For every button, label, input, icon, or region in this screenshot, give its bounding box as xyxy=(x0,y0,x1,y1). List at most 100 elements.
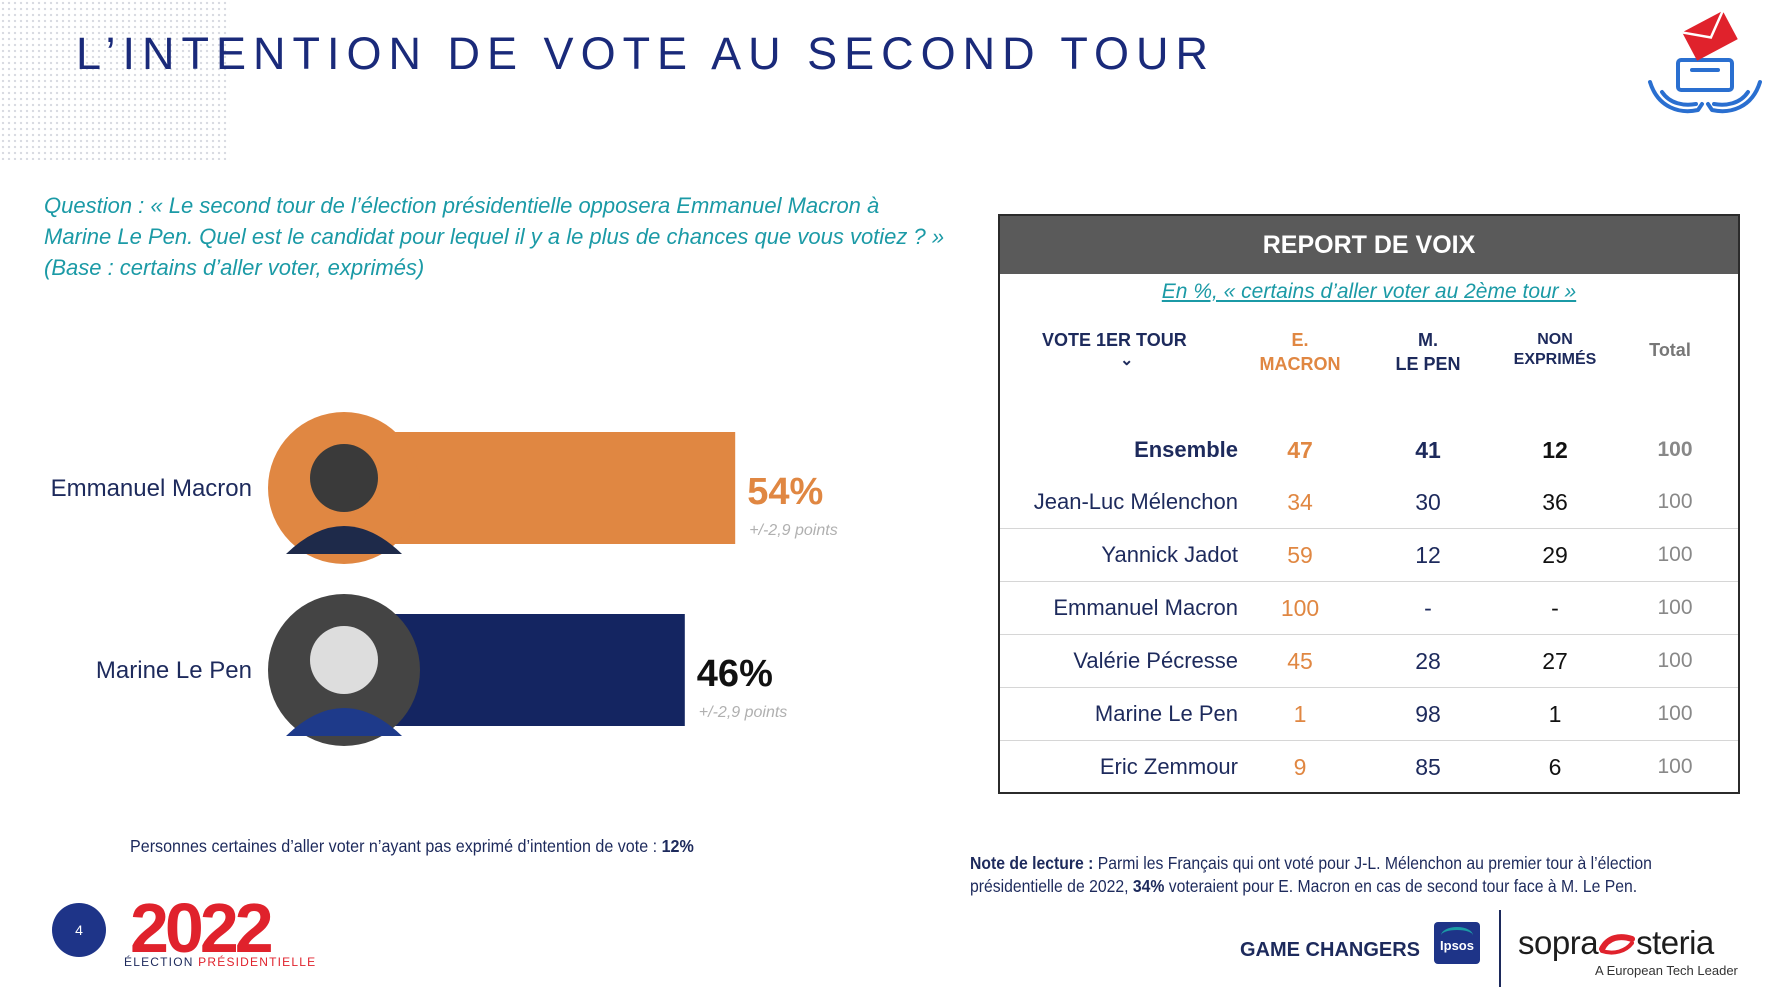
cell-lepen: - xyxy=(1424,595,1432,621)
footnote-non-expressed: Personnes certaines d’aller voter n’ayan… xyxy=(130,836,694,857)
cell-non-exprimes: 27 xyxy=(1542,648,1568,674)
bar xyxy=(395,432,736,544)
footnote-value: 12% xyxy=(661,836,694,856)
cell-macron: 59 xyxy=(1287,542,1313,568)
ipsos-logo: Ipsos xyxy=(1434,922,1480,964)
bar-category-label: Marine Le Pen xyxy=(96,657,252,684)
column-header-line: MACRON xyxy=(1259,354,1341,374)
cell-total: 100 xyxy=(1657,543,1693,566)
page-title: L’INTENTION DE VOTE AU SECOND TOUR xyxy=(76,28,1215,79)
portrait-shoulders xyxy=(286,526,402,554)
row-name: Marine Le Pen xyxy=(1094,701,1238,726)
sopra-steria-logo: sopra steria xyxy=(1518,924,1714,962)
cell-macron: 34 xyxy=(1287,489,1313,515)
reading-note: Note de lecture : Parmi les Français qui… xyxy=(970,852,1717,898)
cell-total: 100 xyxy=(1657,438,1693,461)
row-name: Eric Zemmour xyxy=(1099,754,1238,779)
election-2022-logo: 2022 xyxy=(130,892,276,967)
column-header-first-round: VOTE 1ER TOUR ⌄ xyxy=(1042,328,1212,370)
column-header-line: E. xyxy=(1291,330,1309,350)
footer-divider xyxy=(1499,910,1501,987)
bar-margin-label: +/-2,9 points xyxy=(699,704,788,721)
decorative-dot-pattern xyxy=(0,0,230,160)
vote-intention-bar-chart: Emmanuel Macron 54% +/-2,9 points Marine Le… xyxy=(51,412,838,746)
cell-total: 100 xyxy=(1657,490,1693,513)
ballot-box-icon xyxy=(1648,10,1762,114)
column-header-total: Total xyxy=(1649,340,1691,360)
cell-non-exprimes: 12 xyxy=(1542,437,1568,463)
cell-macron: 100 xyxy=(1280,595,1320,621)
sopra-text: sopra xyxy=(1518,924,1599,961)
portrait-shoulders xyxy=(286,708,402,736)
cell-lepen: 28 xyxy=(1415,648,1441,674)
cell-macron: 47 xyxy=(1287,437,1313,463)
reading-note-label: Note de lecture : xyxy=(970,853,1094,873)
report-de-voix-table: REPORT DE VOIX En %, « certains d’aller … xyxy=(998,214,1740,794)
steria-text: steria xyxy=(1636,924,1714,961)
table-row: Ensemble 47 41 12 100 xyxy=(1000,424,1738,476)
table-row: Emmanuel Macron 100 - - 100 xyxy=(1000,581,1738,634)
portrait-head xyxy=(310,626,378,694)
cell-non-exprimes: 36 xyxy=(1542,489,1568,515)
bar-value-label: 54% xyxy=(747,471,823,513)
reading-note-text: voteraient pour E. Macron en cas de seco… xyxy=(1164,876,1638,896)
logo-subtitle-2: PRÉSIDENTIELLE xyxy=(198,955,317,969)
sopra-tagline: A European Tech Leader xyxy=(1595,963,1738,978)
column-header-first-round-label: VOTE 1ER TOUR xyxy=(1042,330,1187,350)
table-row: Eric Zemmour 9 85 6 100 xyxy=(1000,740,1738,793)
row-name: Ensemble xyxy=(1134,437,1238,462)
column-header-line: LE PEN xyxy=(1395,354,1461,374)
page-number: 4 xyxy=(52,903,106,957)
bar-value-label: 46% xyxy=(697,653,773,695)
cell-total: 100 xyxy=(1657,702,1693,725)
table-row: Yannick Jadot 59 12 29 100 xyxy=(1000,528,1738,581)
reading-note-text: Parmi les Français qui ont voté pour J-L… xyxy=(970,853,1652,896)
cell-lepen: 98 xyxy=(1415,701,1441,727)
row-name: Yannick Jadot xyxy=(1101,542,1238,567)
question-line: Question : « Le second tour de l’électio… xyxy=(44,193,880,218)
column-header-non-exprimes: NON EXPRIMÉS xyxy=(1490,328,1620,370)
cell-non-exprimes: 29 xyxy=(1542,542,1568,568)
cell-total: 100 xyxy=(1657,755,1693,778)
chevron-down-icon: ⌄ xyxy=(1120,352,1134,369)
cell-macron: 1 xyxy=(1293,701,1307,727)
cell-lepen: 85 xyxy=(1415,754,1441,780)
column-header-line: EXPRIMÉS xyxy=(1513,351,1597,368)
reading-note-value: 34% xyxy=(1132,876,1165,896)
column-header-lepen: M. LE PEN xyxy=(1368,328,1488,376)
cell-total: 100 xyxy=(1657,649,1693,672)
column-header-line: M. xyxy=(1418,330,1438,350)
cell-non-exprimes: - xyxy=(1551,595,1559,621)
logo-subtitle-1: ÉLECTION xyxy=(124,955,194,969)
column-header-line: NON xyxy=(1537,331,1573,348)
cell-total: 100 xyxy=(1657,596,1693,619)
cell-macron: 9 xyxy=(1293,754,1307,780)
question-line: Marine Le Pen. Quel est le candidat pour… xyxy=(44,224,945,249)
row-name: Jean-Luc Mélenchon xyxy=(1033,489,1238,514)
report-header: REPORT DE VOIX xyxy=(1000,216,1738,274)
table-row: Valérie Pécresse 45 28 27 100 xyxy=(1000,634,1738,687)
logo-year: 2022 xyxy=(130,892,272,967)
column-header-macron: E. MACRON xyxy=(1240,328,1360,376)
cell-lepen: 30 xyxy=(1415,489,1441,515)
logo-subtitle: ÉLECTION PRÉSIDENTIELLE xyxy=(124,955,316,969)
game-changers-text: GAME CHANGERS xyxy=(1240,939,1421,961)
cell-macron: 45 xyxy=(1287,648,1313,674)
cell-lepen: 41 xyxy=(1415,437,1441,463)
footnote-text: Personnes certaines d’aller voter n’ayan… xyxy=(130,836,662,856)
cell-non-exprimes: 6 xyxy=(1548,754,1562,780)
table-row: Marine Le Pen 1 98 1 100 xyxy=(1000,687,1738,740)
table-body: Ensemble 47 41 12 100 Jean-Luc Mélenchon… xyxy=(1000,424,1738,793)
row-name: Emmanuel Macron xyxy=(1053,595,1238,620)
bar-margin-label: +/-2,9 points xyxy=(749,522,838,539)
table-row: Jean-Luc Mélenchon 34 30 36 100 xyxy=(1000,476,1738,528)
cell-lepen: 12 xyxy=(1415,542,1441,568)
report-subtitle: En %, « certains d’aller voter au 2ème t… xyxy=(1161,280,1577,303)
bar xyxy=(395,614,685,726)
portrait-head xyxy=(310,444,378,512)
bar-category-label: Emmanuel Macron xyxy=(51,475,252,502)
sopra-steria-swirl-icon xyxy=(1599,934,1636,955)
question-text: Question : « Le second tour de l’électio… xyxy=(44,190,984,283)
question-line: (Base : certains d’aller voter, exprimés… xyxy=(44,255,425,280)
cell-non-exprimes: 1 xyxy=(1548,701,1562,727)
